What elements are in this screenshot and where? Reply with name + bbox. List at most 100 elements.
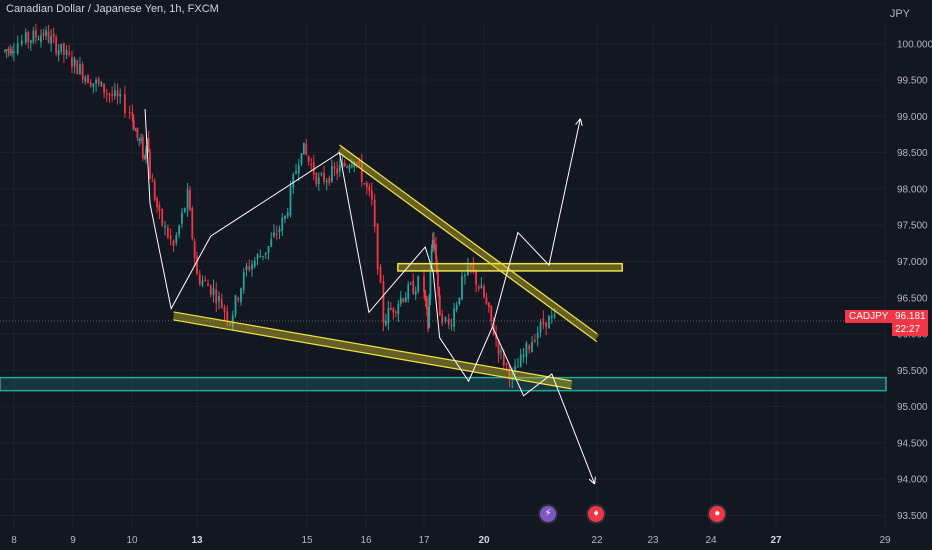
candle-body [368, 186, 371, 191]
candle-body [312, 162, 315, 175]
candle-body [365, 182, 368, 188]
candle-body [9, 48, 12, 54]
candle-body [284, 215, 286, 219]
candle-timer-tag: 22:27 [892, 323, 928, 336]
candle-body [376, 223, 379, 270]
candle-body [27, 32, 30, 42]
candle-body [175, 235, 178, 243]
currency-label: JPY [889, 8, 910, 20]
candle-body [245, 265, 248, 270]
candle-body [145, 149, 147, 159]
candle-body [278, 228, 281, 233]
candle-body [62, 43, 65, 55]
candle-body [519, 354, 522, 367]
candle-body [447, 318, 450, 325]
candle-body [136, 127, 139, 138]
candle-body [251, 264, 253, 270]
candle-body [328, 178, 331, 184]
candle-body [35, 30, 37, 38]
candle-body [12, 51, 15, 53]
candle-body [522, 354, 525, 358]
candle-body [370, 190, 373, 200]
candle-body [270, 238, 273, 247]
lightning-event-icon[interactable]: ⚡ [538, 504, 559, 524]
candle-body [317, 177, 320, 185]
candle-body [47, 31, 50, 43]
candle-body [11, 51, 13, 53]
triangle-upper-trendline-edge-top [339, 144, 598, 335]
candle-body [186, 189, 189, 209]
candle-body [97, 78, 100, 84]
candle-body [502, 350, 505, 366]
candle-body [417, 276, 420, 292]
time-tick-label: 29 [879, 535, 891, 546]
candle-body [323, 172, 325, 182]
candle-body [412, 280, 415, 295]
candle-body [435, 243, 437, 260]
candle-body [495, 333, 498, 340]
candle-body [113, 90, 116, 97]
candle-body [389, 307, 392, 310]
candle-body [178, 225, 181, 235]
candle-body [414, 291, 417, 295]
candle-body [508, 365, 511, 380]
price-tick-label: 98.500 [897, 148, 928, 159]
candle-body [550, 315, 553, 318]
japan-flag-event-icon[interactable]: ● [707, 504, 728, 524]
candle-body [37, 39, 40, 41]
candle-body [392, 308, 395, 313]
canada-flag-event-icon[interactable]: ♦ [586, 504, 607, 524]
candle-body [475, 270, 477, 285]
candle-body [428, 296, 431, 328]
candle-body [360, 161, 363, 183]
candle-body [545, 322, 548, 328]
candle-body [292, 174, 295, 188]
candle-body [455, 304, 458, 311]
price-tick-label: 99.500 [897, 76, 928, 87]
candle-body [124, 94, 126, 113]
time-tick-label: 8 [11, 535, 17, 546]
candle-body [397, 303, 400, 315]
bearish-projection-path [492, 326, 594, 483]
candle-body [305, 144, 308, 155]
candle-body [320, 173, 323, 175]
candle-body [514, 365, 516, 371]
candle-body [253, 260, 256, 267]
time-tick-label: 15 [301, 535, 313, 546]
candle-body [220, 298, 223, 309]
candle-body [42, 32, 45, 36]
candle-body [310, 164, 313, 166]
candle-body [32, 30, 35, 42]
candle-body [525, 342, 528, 357]
candle-body [156, 198, 158, 208]
candle-body [259, 255, 262, 258]
candle-body [500, 350, 502, 353]
candle-body [325, 180, 328, 183]
price-tick-label: 97.000 [897, 257, 928, 268]
candle-body [430, 250, 433, 271]
candle-body [45, 30, 47, 37]
candle-body [273, 232, 275, 237]
candle-body [209, 285, 212, 295]
candle-body [477, 286, 480, 289]
candle-body [164, 225, 166, 228]
candle-body [40, 35, 42, 42]
price-tick-label: 99.000 [897, 112, 928, 123]
candle-body [79, 64, 81, 75]
candle-body [267, 246, 270, 253]
candle-body [151, 180, 154, 182]
candle-body [490, 305, 493, 322]
candle-body [226, 311, 229, 321]
candle-body [341, 162, 344, 168]
candle-body [315, 173, 318, 185]
candle-body [302, 142, 305, 155]
candle-body [407, 284, 410, 299]
triangle-upper-trendline-edge-bottom [339, 152, 598, 343]
candle-body [533, 339, 536, 342]
candle-body [464, 274, 466, 277]
candle-body [435, 258, 438, 273]
candle-body [350, 164, 353, 167]
candle-body [147, 138, 150, 152]
candle-body [286, 212, 289, 217]
